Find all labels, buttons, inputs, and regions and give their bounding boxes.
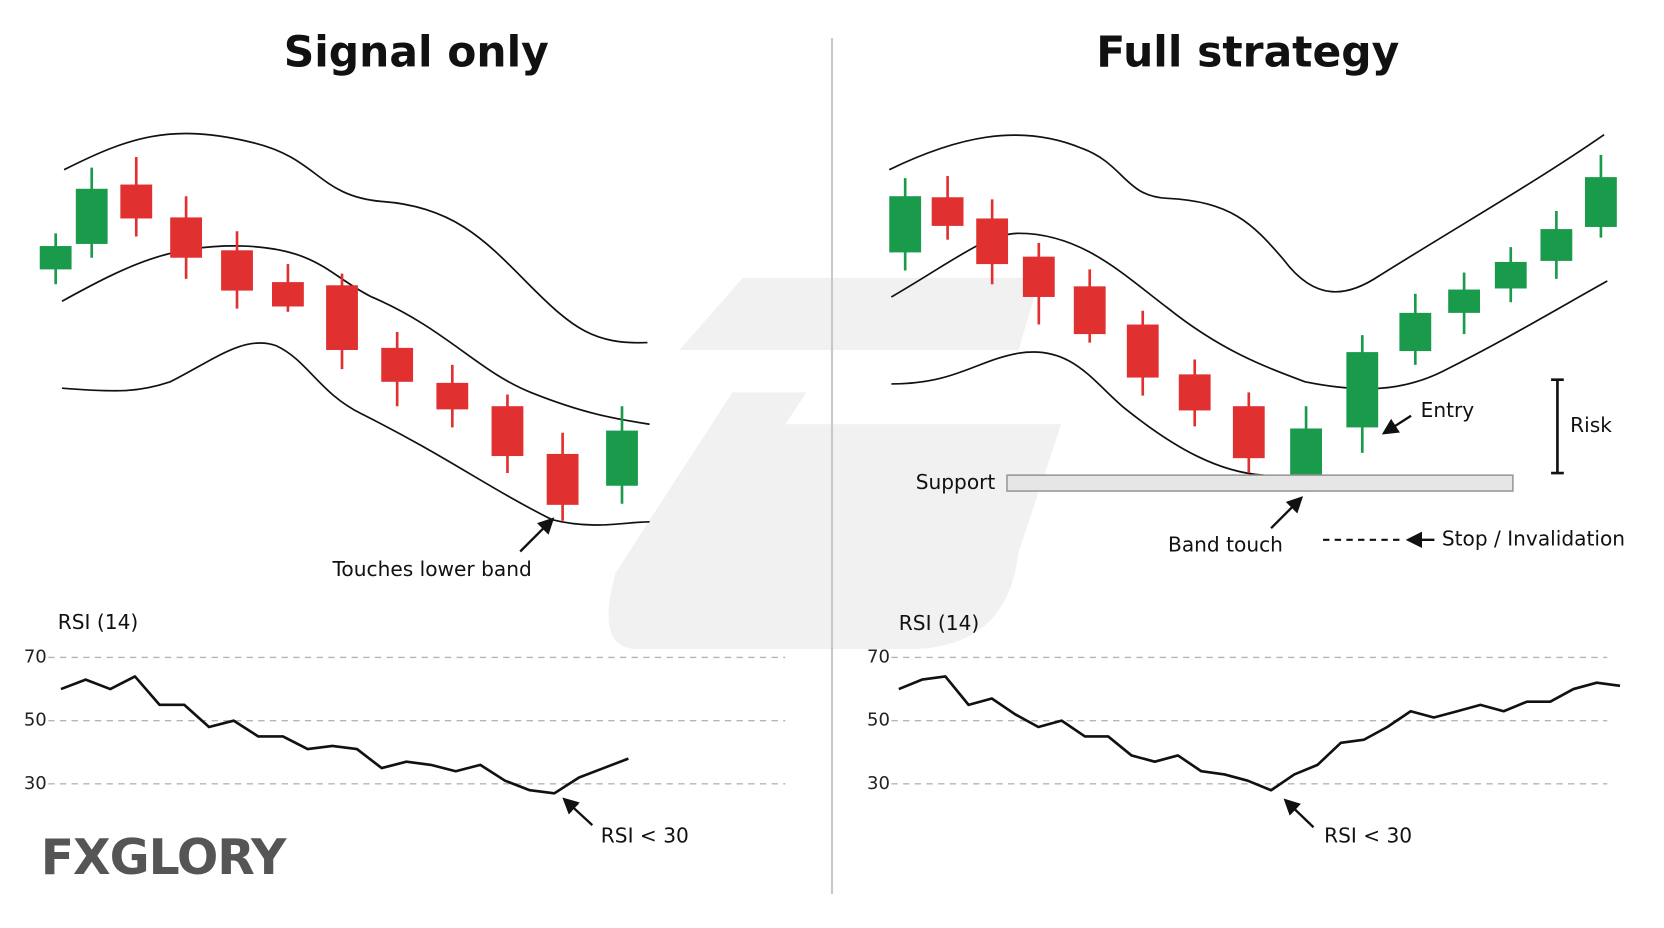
annotation: RSI < 30 bbox=[601, 823, 689, 847]
logo: FXGLORY bbox=[41, 829, 287, 886]
candle-body bbox=[39, 246, 72, 270]
candle-body bbox=[1540, 229, 1573, 261]
candle-body bbox=[1073, 286, 1106, 335]
y-tick-label: 50 bbox=[24, 710, 47, 731]
risk-bracket bbox=[1551, 378, 1564, 475]
candle-body bbox=[1232, 406, 1265, 459]
y-tick-label: 30 bbox=[867, 773, 890, 794]
annotation: Band touch bbox=[1168, 533, 1283, 557]
candle-body bbox=[931, 197, 964, 226]
candle-body bbox=[1346, 352, 1379, 428]
annotation: Touches lower band bbox=[332, 557, 532, 581]
bollinger-band bbox=[63, 132, 648, 344]
annotation: Entry bbox=[1421, 398, 1475, 422]
candle-body bbox=[221, 250, 253, 291]
bollinger-band bbox=[888, 133, 1605, 293]
candle-body bbox=[1494, 261, 1527, 289]
candle-body bbox=[272, 282, 304, 307]
candle-body bbox=[1178, 374, 1211, 411]
candle-body bbox=[1399, 312, 1432, 352]
annotation-arrow bbox=[519, 517, 555, 553]
candle-body bbox=[436, 382, 469, 410]
candle-body bbox=[1448, 289, 1481, 313]
annotation: RSI < 30 bbox=[1324, 823, 1412, 847]
support-zone bbox=[1006, 474, 1514, 492]
y-tick-label: 50 bbox=[867, 710, 890, 731]
annotation-arrow bbox=[1381, 414, 1412, 435]
candle-body bbox=[1022, 256, 1055, 297]
candle-body bbox=[546, 453, 579, 505]
y-tick-label: 70 bbox=[24, 646, 47, 667]
candle-body bbox=[1585, 177, 1617, 227]
y-tick-label: 70 bbox=[867, 646, 890, 667]
rsi-label: RSI (14) bbox=[899, 611, 979, 635]
annotation-arrow bbox=[1283, 798, 1315, 829]
candle-body bbox=[120, 184, 153, 219]
candle-body bbox=[606, 430, 638, 486]
panel-title: Full strategy bbox=[1096, 29, 1399, 78]
bollinger-band bbox=[890, 232, 1608, 390]
annotation-arrow bbox=[1270, 496, 1304, 529]
candle-body bbox=[326, 285, 358, 350]
watermark bbox=[608, 277, 1062, 650]
rsi-line bbox=[60, 675, 629, 795]
candle-body bbox=[976, 218, 1009, 265]
panel-title: Signal only bbox=[284, 29, 549, 78]
rsi-line bbox=[898, 675, 1621, 792]
rsi-label: RSI (14) bbox=[58, 610, 138, 634]
candle-body bbox=[491, 406, 524, 457]
annotation: Stop / Invalidation bbox=[1442, 526, 1625, 550]
candle-body bbox=[381, 347, 414, 382]
candle-body bbox=[889, 196, 922, 253]
annotation: Support bbox=[916, 470, 996, 494]
annotation: Risk bbox=[1570, 413, 1612, 437]
annotation-arrow bbox=[562, 797, 594, 826]
candle-body bbox=[1290, 428, 1322, 476]
y-tick-label: 30 bbox=[24, 773, 47, 794]
candle-body bbox=[170, 217, 203, 258]
candle-body bbox=[75, 188, 108, 244]
candle-body bbox=[1126, 324, 1159, 378]
